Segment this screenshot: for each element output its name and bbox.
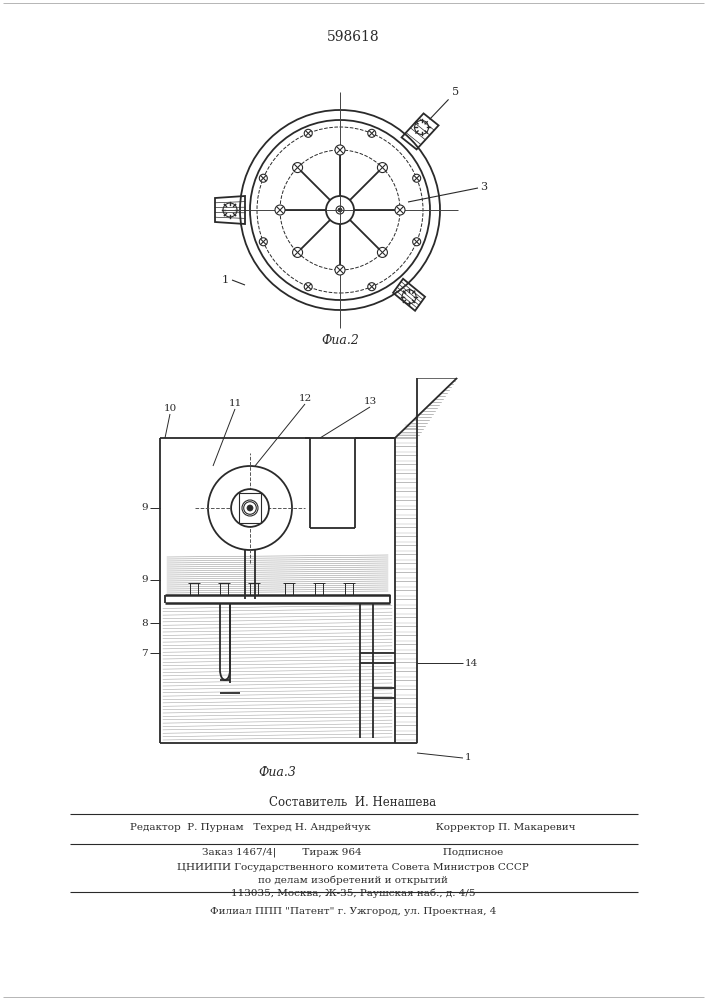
Circle shape — [208, 466, 292, 550]
Circle shape — [338, 208, 342, 212]
Text: 9: 9 — [141, 576, 148, 584]
Text: 5: 5 — [452, 87, 459, 97]
Circle shape — [259, 174, 267, 182]
Circle shape — [413, 174, 421, 182]
Circle shape — [413, 238, 421, 246]
Text: Фиа.3: Фиа.3 — [258, 766, 296, 780]
Circle shape — [247, 505, 253, 511]
Text: 9: 9 — [141, 504, 148, 512]
Text: Составитель  И. Ненашева: Составитель И. Ненашева — [269, 796, 436, 808]
Text: по делам изобретений и открытий: по делам изобретений и открытий — [258, 875, 448, 885]
Circle shape — [259, 238, 267, 246]
Circle shape — [395, 205, 405, 215]
Circle shape — [275, 205, 285, 215]
Text: 14: 14 — [465, 658, 478, 668]
Text: 8: 8 — [141, 618, 148, 628]
Circle shape — [231, 489, 269, 527]
Circle shape — [326, 196, 354, 224]
Circle shape — [335, 145, 345, 155]
Circle shape — [368, 129, 375, 137]
Text: 598618: 598618 — [327, 30, 380, 44]
Text: 13: 13 — [363, 397, 377, 406]
Circle shape — [368, 283, 375, 291]
Circle shape — [293, 247, 303, 257]
Text: 10: 10 — [163, 404, 177, 413]
Text: 7: 7 — [141, 648, 148, 658]
Circle shape — [244, 502, 257, 514]
Text: 1: 1 — [465, 754, 472, 762]
Circle shape — [336, 206, 344, 214]
Circle shape — [335, 265, 345, 275]
Text: Редактор  Р. Пурнам   Техред Н. Андрейчук                    Корректор П. Макаре: Редактор Р. Пурнам Техред Н. Андрейчук К… — [130, 822, 575, 832]
Text: Фиа.2: Фиа.2 — [321, 334, 359, 347]
Bar — [239, 493, 261, 523]
Circle shape — [304, 283, 312, 291]
Text: 113035, Москва, Ж-35, Раушская наб., д. 4/5: 113035, Москва, Ж-35, Раушская наб., д. … — [230, 888, 475, 898]
Circle shape — [378, 163, 387, 173]
Text: Заказ 1467/4|        Тираж 964                         Подписное: Заказ 1467/4| Тираж 964 Подписное — [202, 847, 503, 857]
Circle shape — [293, 163, 303, 173]
Text: 1: 1 — [221, 275, 228, 285]
Text: 11: 11 — [228, 399, 242, 408]
Text: ЦНИИПИ Государственного комитета Совета Министров СССР: ЦНИИПИ Государственного комитета Совета … — [177, 862, 529, 871]
Text: 12: 12 — [298, 394, 312, 403]
Circle shape — [378, 247, 387, 257]
Text: 3: 3 — [480, 182, 487, 192]
Text: Филиал ППП "Патент" г. Ужгород, ул. Проектная, 4: Филиал ППП "Патент" г. Ужгород, ул. Прое… — [210, 908, 496, 916]
Circle shape — [304, 129, 312, 137]
